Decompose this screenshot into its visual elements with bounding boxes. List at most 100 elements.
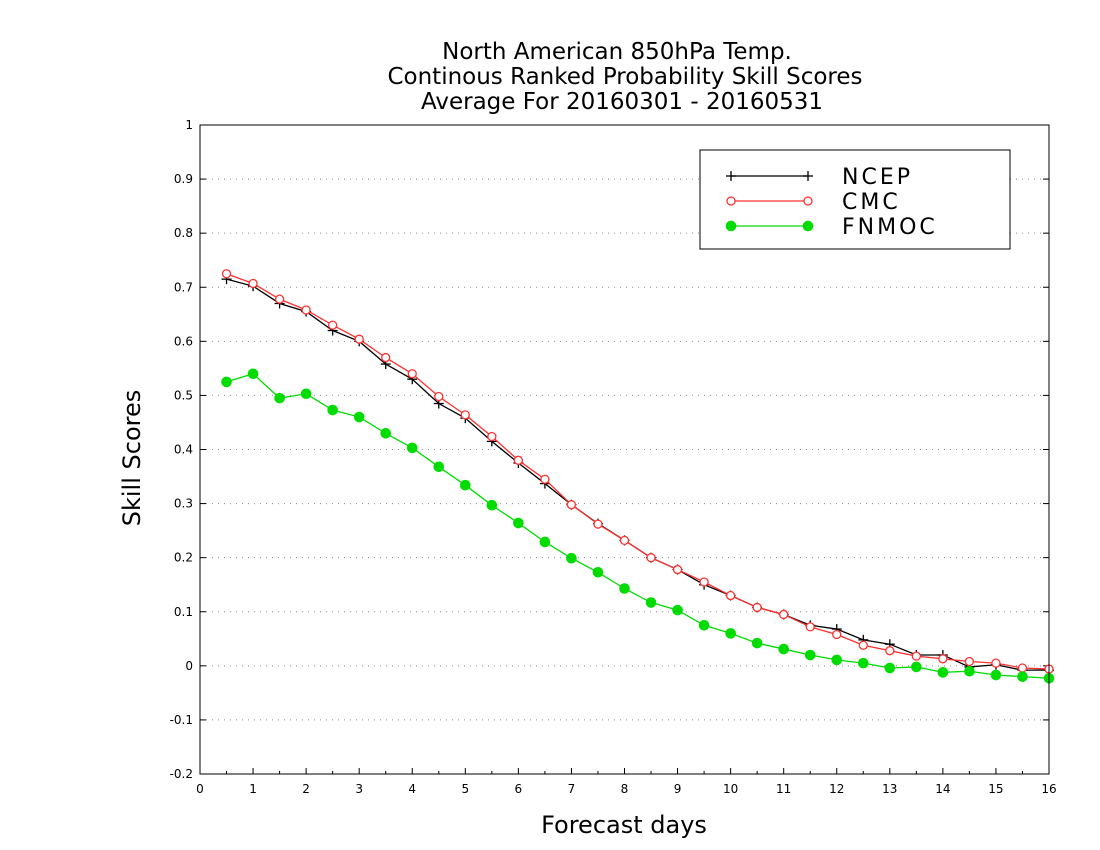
y-tick-label: 0.2 [174,551,193,565]
data-point [460,410,470,420]
data-point [221,376,232,388]
y-tick-label: 0.5 [174,388,193,402]
data-point [301,305,311,315]
title-line-1: North American 850hPa Temp. [442,39,792,65]
series-line [226,373,1050,679]
data-point [513,517,524,529]
x-axis-label: Forecast days [541,811,707,839]
data-point [274,392,285,404]
x-tick-label: 11 [776,782,791,796]
data-point [858,640,868,650]
gridlines [200,178,1049,721]
data-point [911,651,921,661]
data-point [964,656,975,667]
series-cmc [221,269,1054,674]
legend-label: NCEP [842,165,913,190]
y-tick-label: 0.1 [174,605,193,619]
data-point [832,629,842,640]
chart-title: North American 850hPa Temp. Continous Ra… [387,39,862,115]
data-point [328,320,338,330]
data-point [672,604,683,616]
data-point [884,662,896,674]
data-point [486,499,498,511]
legend-marker [803,171,813,181]
data-point [353,411,365,423]
legend-label: CMC [842,190,901,215]
data-point [911,661,922,673]
data-point [592,566,604,578]
data-point [752,602,762,613]
data-point [539,536,551,548]
data-point [380,427,392,439]
legend-box [699,149,1011,250]
plot-series [221,269,1055,684]
data-point [274,294,285,304]
data-point [540,474,550,484]
y-tick-label: 0.6 [174,334,193,348]
data-point [698,619,710,631]
data-point [937,667,949,678]
y-tick-label: 0.9 [174,172,193,186]
x-tick-label: 16 [1041,782,1056,796]
data-point [885,646,895,656]
x-tick-label: 12 [829,782,844,796]
data-point [804,649,816,661]
data-point [779,609,789,620]
x-tick-label: 8 [621,782,629,796]
series-ncep [221,274,1054,676]
legend-marker [803,196,813,206]
y-tick-label: -0.2 [170,767,193,781]
x-tick-label: 5 [461,782,469,796]
data-point [381,352,391,363]
y-tick-label: 0.8 [174,226,193,240]
x-tick-label: 6 [515,782,523,796]
data-point [831,654,843,666]
data-point [487,431,497,442]
y-tick-label: 0.4 [174,443,193,457]
data-point [248,278,258,289]
data-point [407,369,417,379]
data-point [513,455,524,465]
data-point [460,479,471,491]
x-tick-label: 15 [988,782,1003,796]
x-tick-label: 4 [408,782,416,796]
x-tick-label: 7 [568,782,576,796]
data-point [699,577,709,587]
data-point [645,597,657,608]
series-fnmoc [221,368,1055,684]
data-point [247,368,259,380]
y-tick-label: 1 [185,118,193,132]
y-tick-label: 0.7 [174,280,193,294]
data-point [593,519,603,529]
axis-ticks: -0.2-0.100.10.20.30.40.50.60.70.80.910 1 2… [170,118,1057,796]
series-line [226,278,1049,671]
data-point [221,269,232,279]
series-line [226,273,1050,670]
data-point [1017,671,1028,682]
data-point [990,669,1002,681]
data-point [354,334,364,344]
title-line-3: Average For 20160301 - 20160531 [421,89,823,115]
x-tick-label: 1 [249,782,257,796]
data-point [778,643,789,655]
data-point [991,658,1001,668]
data-point [619,583,630,594]
data-point [433,461,445,473]
x-tick-label: 14 [935,782,950,796]
data-point [406,442,418,454]
data-point [938,654,948,664]
data-point [1017,663,1028,673]
plot-frame [199,124,1050,775]
data-point [566,500,577,510]
x-tick-label: 13 [882,782,897,796]
legend-marker [802,220,814,232]
x-tick-label: 10 [723,782,738,796]
data-point [857,657,869,669]
legend-marker [725,220,737,232]
data-point [725,590,736,601]
y-tick-label: 0.3 [174,497,193,511]
data-point [672,564,683,575]
y-tick-label: 0 [185,659,193,673]
x-tick-label: 0 [196,782,204,796]
